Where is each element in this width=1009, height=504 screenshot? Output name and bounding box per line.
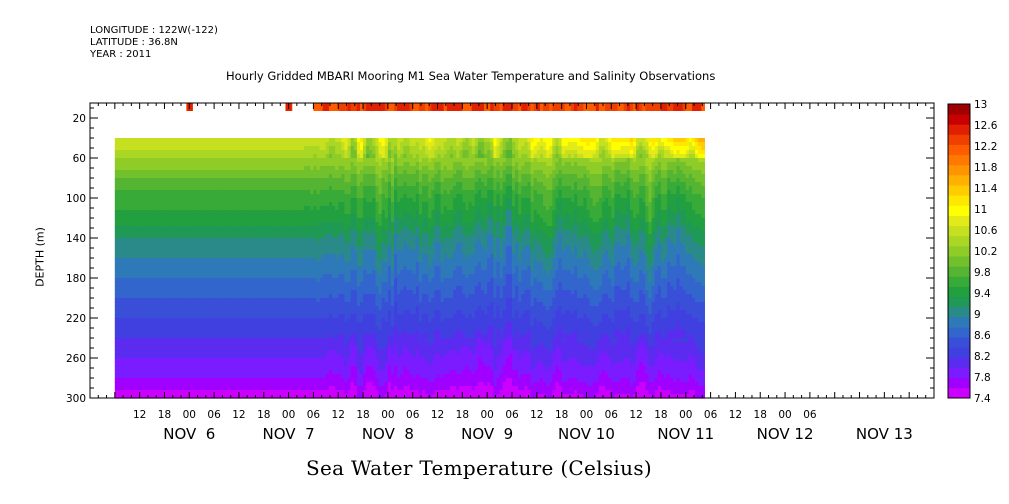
year-label: YEAR : 2011 [90, 49, 152, 60]
x-tick-label-27: 06 [803, 409, 817, 421]
x-tick-label-15: 06 [505, 409, 519, 421]
colorbar-tick-label-13: 7.8 [974, 372, 991, 384]
y-tick-label-2: 100 [66, 193, 86, 205]
x-tick-label-3: 06 [207, 409, 221, 421]
latitude-label: LATITUDE : 36.8N [90, 37, 178, 48]
colorbar-swatch-26 [948, 124, 970, 135]
x-tick-label-24: 12 [729, 409, 742, 421]
colorbar-tick-label-14: 7.4 [974, 393, 991, 405]
colorbar-swatch-14 [948, 245, 970, 257]
y-tick-label-1: 60 [73, 153, 86, 165]
colorbar-swatch-10 [948, 286, 970, 298]
y-axis [90, 107, 934, 399]
colorbar-swatch-19 [948, 195, 970, 206]
colorbar-swatch-15 [948, 235, 970, 247]
colorbar-tick-label-11: 8.6 [974, 330, 991, 342]
colorbar-swatch-0 [948, 387, 970, 399]
x-tick-label-2: 00 [183, 409, 196, 421]
colorbar-tick-label-0: 13 [974, 99, 987, 111]
x-day-label-0: NOV 6 [163, 425, 215, 443]
colorbar-tick-label-12: 8.2 [974, 351, 991, 363]
x-tick-label-8: 12 [332, 409, 345, 421]
x-tick-label-17: 18 [555, 409, 568, 421]
colorbar-swatch-7 [948, 316, 970, 328]
chart-title: Hourly Gridded MBARI Mooring M1 Sea Wate… [226, 69, 716, 83]
colorbar-swatch-6 [948, 327, 970, 338]
colorbar-swatch-24 [948, 144, 970, 156]
colorbar-swatch-3 [948, 357, 970, 368]
contour-fill [114, 103, 705, 399]
x-tick-label-18: 00 [580, 409, 593, 421]
colorbar-frame [947, 103, 971, 399]
x-tick-label-20: 12 [629, 409, 642, 421]
x-day-label-3: NOV 9 [461, 425, 513, 443]
x-day-label-7: NOV 13 [856, 425, 913, 443]
colorbar-swatch-25 [948, 134, 970, 145]
x-tick-label-13: 18 [456, 409, 469, 421]
x-tick-label-21: 18 [654, 409, 667, 421]
x-tick-label-14: 00 [480, 409, 493, 421]
colorbar-swatch-28 [948, 104, 970, 115]
x-tick-label-22: 00 [679, 409, 692, 421]
colorbar-swatch-17 [948, 215, 970, 227]
x-tick-label-16: 12 [530, 409, 543, 421]
y-tick-label-6: 260 [66, 353, 86, 365]
x-tick-label-26: 00 [778, 409, 791, 421]
colorbar-tick-label-1: 12.6 [974, 120, 998, 132]
x-tick-label-4: 12 [232, 409, 245, 421]
colorbar-tick-label-6: 10.6 [974, 225, 998, 237]
colorbar-swatch-5 [948, 337, 970, 348]
colorbar-variable-label: Sea Water Temperature (Celsius) [306, 456, 652, 480]
y-tick-label-3: 140 [66, 233, 86, 245]
colorbar-swatch-27 [948, 114, 970, 125]
colorbar-swatch-8 [948, 306, 970, 318]
x-tick-label-23: 06 [704, 409, 718, 421]
x-tick-label-6: 00 [282, 409, 295, 421]
colorbar-swatch-23 [948, 154, 970, 166]
x-tick-label-25: 18 [754, 409, 767, 421]
x-axis [97, 103, 935, 398]
colorbar-tick-label-5: 11 [974, 204, 987, 216]
x-tick-label-0: 12 [133, 409, 146, 421]
colorbar-tick-label-2: 12.2 [974, 141, 997, 153]
colorbar-tick-label-3: 11.8 [974, 162, 997, 174]
x-day-label-4: NOV 10 [558, 425, 615, 443]
x-day-label-6: NOV 12 [757, 425, 814, 443]
y-tick-label-5: 220 [66, 313, 86, 325]
x-tick-label-5: 18 [257, 409, 270, 421]
colorbar-swatch-21 [948, 174, 970, 186]
colorbar-tick-label-9: 9.4 [974, 288, 991, 300]
x-tick-label-7: 06 [307, 409, 321, 421]
colorbar-tick-label-10: 9 [974, 309, 981, 321]
x-tick-label-12: 12 [431, 409, 444, 421]
x-tick-label-1: 18 [158, 409, 171, 421]
colorbar-swatch-4 [948, 347, 970, 358]
colorbar-swatch-18 [948, 205, 970, 216]
colorbar-swatch-16 [948, 225, 970, 237]
colorbar-tick-label-4: 11.4 [974, 183, 998, 195]
x-tick-label-9: 18 [356, 409, 369, 421]
colorbar-swatch-22 [948, 164, 970, 176]
x-tick-label-19: 06 [605, 409, 619, 421]
colorbar-swatch-13 [948, 256, 970, 267]
x-day-label-1: NOV 7 [263, 425, 315, 443]
y-tick-label-4: 180 [66, 273, 86, 285]
colorbar-tick-label-7: 10.2 [974, 246, 997, 258]
longitude-label: LONGITUDE : 122W(-122) [90, 25, 218, 36]
colorbar-swatch-9 [948, 296, 970, 308]
x-day-label-5: NOV 11 [657, 425, 714, 443]
colorbar-swatch-12 [948, 266, 970, 277]
colorbar-swatch-2 [948, 367, 970, 379]
x-tick-label-11: 06 [406, 409, 420, 421]
x-tick-label-10: 00 [381, 409, 394, 421]
colorbar-swatch-20 [948, 185, 970, 196]
x-day-label-2: NOV 8 [362, 425, 414, 443]
colorbar-tick-label-8: 9.8 [974, 267, 991, 279]
y-tick-label-7: 300 [66, 393, 86, 405]
colorbar-swatch-1 [948, 377, 970, 389]
y-tick-label-0: 20 [73, 113, 86, 125]
colorbar-swatch-11 [948, 276, 970, 287]
